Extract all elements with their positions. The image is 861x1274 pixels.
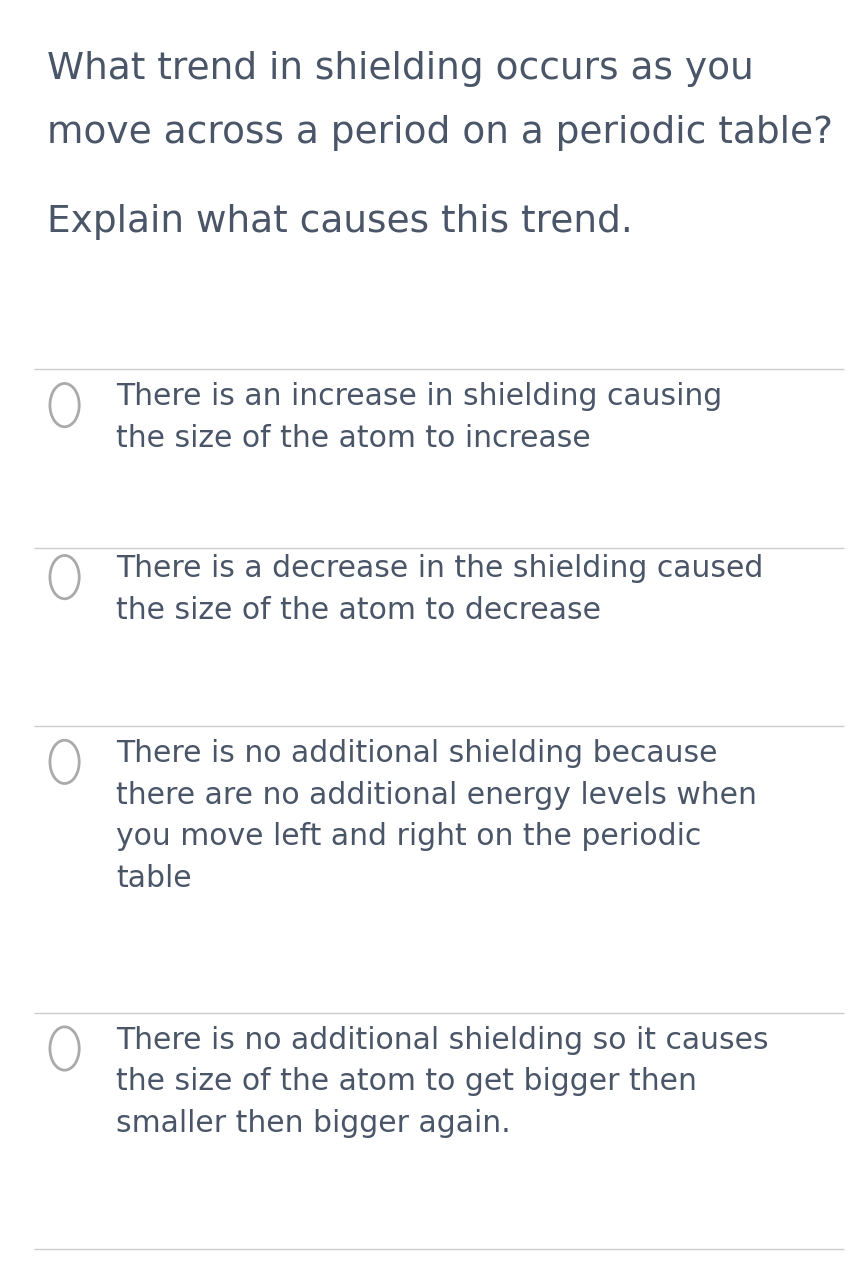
Text: There is no additional shielding so it causes
the size of the atom to get bigger: There is no additional shielding so it c… xyxy=(116,1026,769,1138)
Text: There is an increase in shielding causing
the size of the atom to increase: There is an increase in shielding causin… xyxy=(116,382,722,452)
Text: Explain what causes this trend.: Explain what causes this trend. xyxy=(47,204,633,240)
Text: There is a decrease in the shielding caused
the size of the atom to decrease: There is a decrease in the shielding cau… xyxy=(116,554,764,624)
Text: move across a period on a periodic table?: move across a period on a periodic table… xyxy=(47,115,833,150)
Text: What trend in shielding occurs as you: What trend in shielding occurs as you xyxy=(47,51,754,87)
Text: There is no additional shielding because
there are no additional energy levels w: There is no additional shielding because… xyxy=(116,739,757,893)
